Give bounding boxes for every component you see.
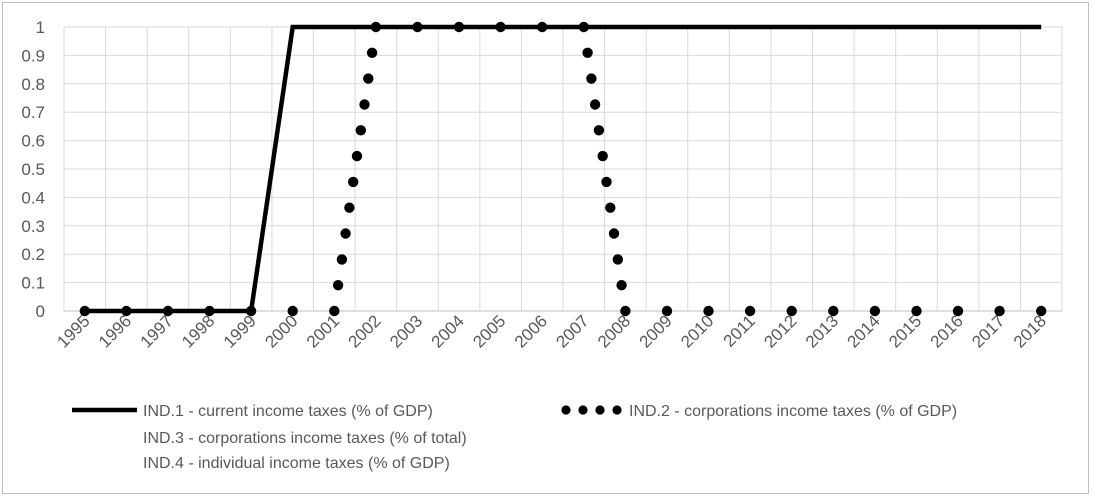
x-tick-label: 1998 <box>178 311 218 351</box>
legend: IND.1 - current income taxes (% of GDP) … <box>72 403 957 472</box>
series-point-ind2 <box>344 202 355 213</box>
x-tick-label: 2008 <box>594 311 634 351</box>
series-point-ind2 <box>1036 305 1047 317</box>
y-tick-label: 0.7 <box>21 103 45 122</box>
y-tick-label: 0.5 <box>21 160 45 179</box>
x-tick-label: 2017 <box>968 311 1008 351</box>
series-point-ind2 <box>453 21 465 33</box>
series-point-ind2 <box>786 305 797 317</box>
legend-item-ind2: IND.2 - corporations income taxes (% of … <box>561 403 957 420</box>
series-point-ind2 <box>597 150 608 162</box>
series-point-ind2 <box>616 280 627 291</box>
x-tick-label: 2007 <box>552 311 592 351</box>
series-point-ind2 <box>582 47 593 58</box>
series-point-ind2 <box>332 280 344 291</box>
series-point-ind2 <box>620 305 631 317</box>
y-axis-ticks: 0 0.1 0.2 0.3 0.4 0.5 0.6 0.7 0.8 0.9 1 <box>21 18 45 321</box>
series-line-ind2 <box>79 21 1047 317</box>
x-tick-label: 2013 <box>802 311 842 351</box>
x-tick-label: 2014 <box>844 311 884 351</box>
y-tick-label: 0.4 <box>21 188 45 207</box>
series-point-ind2 <box>952 305 964 317</box>
x-tick-label: 2002 <box>345 311 385 351</box>
y-tick-label: 0.9 <box>21 46 45 65</box>
series-point-ind2 <box>79 305 91 317</box>
series-point-ind2 <box>287 305 298 317</box>
series-point-ind2 <box>204 305 215 317</box>
series-line-ind1 <box>84 24 1042 314</box>
x-tick-label: 2011 <box>720 311 759 350</box>
series-point-ind2 <box>495 21 506 33</box>
series-point-ind2 <box>586 73 597 84</box>
series-point-ind2 <box>537 21 548 33</box>
x-tick-label: 2001 <box>303 311 343 351</box>
series-point-ind2 <box>121 305 132 317</box>
x-tick-label: 1999 <box>220 311 260 351</box>
series-point-ind2 <box>162 305 174 317</box>
series-point-ind2 <box>366 47 378 58</box>
series-point-ind2 <box>329 305 340 317</box>
series-point-ind2 <box>869 305 881 317</box>
legend-label-ind3: IND.3 - corporations income taxes (% of … <box>143 430 467 447</box>
series-point-ind2 <box>340 228 351 239</box>
gridlines <box>63 26 1063 312</box>
x-tick-label: 2009 <box>636 311 676 351</box>
x-tick-label: 2000 <box>261 311 301 351</box>
series-point-ind2 <box>359 99 370 110</box>
legend-label-ind2: IND.2 - corporations income taxes (% of … <box>629 403 957 420</box>
y-tick-label: 0.8 <box>21 75 45 94</box>
series-point-ind2 <box>593 125 605 136</box>
x-tick-label: 1996 <box>95 311 135 351</box>
x-axis-ticks: 1995 1996 1997 1998 1999 2000 2001 2002 2003 2004… <box>53 311 1050 351</box>
series-point-ind2 <box>245 305 257 317</box>
y-tick-label: 0.3 <box>21 217 45 236</box>
series-point-ind2 <box>355 125 366 136</box>
series-point-ind2 <box>601 176 612 188</box>
legend-label-ind4: IND.4 - individual income taxes (% of GD… <box>143 455 450 472</box>
series-point-ind2 <box>828 305 839 317</box>
y-tick-label: 1 <box>36 18 45 37</box>
y-tick-label: 0.2 <box>21 245 45 264</box>
series-layer <box>79 21 1047 317</box>
legend-label-ind1: IND.1 - current income taxes (% of GDP) <box>143 403 433 420</box>
series-point-ind2 <box>363 73 374 84</box>
series-point-ind2 <box>608 228 620 239</box>
series-point-ind2 <box>589 99 601 110</box>
x-tick-label: 2010 <box>677 311 717 351</box>
series-point-ind2 <box>744 305 756 317</box>
series-point-ind2 <box>605 202 616 213</box>
legend-item-ind1: IND.1 - current income taxes (% of GDP) <box>72 403 433 420</box>
series-point-ind2 <box>348 176 359 188</box>
series-point-ind2 <box>911 305 922 317</box>
series-point-ind2 <box>578 21 589 33</box>
x-tick-label: 2015 <box>885 311 925 351</box>
x-tick-label: 2004 <box>428 311 468 351</box>
series-point-ind2 <box>612 254 623 265</box>
series-point-ind2 <box>661 305 673 317</box>
x-tick-label: 2012 <box>760 311 800 351</box>
series-point-ind2 <box>994 305 1005 317</box>
series-point-ind2 <box>351 150 363 162</box>
y-tick-label: 0.6 <box>21 132 45 151</box>
x-tick-label: 2018 <box>1010 311 1050 351</box>
series-point-ind2 <box>336 254 348 265</box>
legend-swatch-ind2 <box>561 405 622 415</box>
x-tick-label: 1995 <box>53 311 93 351</box>
x-tick-label: 2016 <box>927 311 967 351</box>
y-tick-label: 0 <box>36 302 45 321</box>
series-point-ind2 <box>703 305 714 317</box>
series-point-ind2 <box>370 21 382 33</box>
x-tick-label: 1997 <box>137 311 177 351</box>
x-tick-label: 2005 <box>469 311 509 351</box>
x-tick-label: 2003 <box>386 311 426 351</box>
y-tick-label: 0.1 <box>21 274 45 293</box>
series-point-ind2 <box>412 21 423 33</box>
x-tick-label: 2006 <box>511 311 551 351</box>
